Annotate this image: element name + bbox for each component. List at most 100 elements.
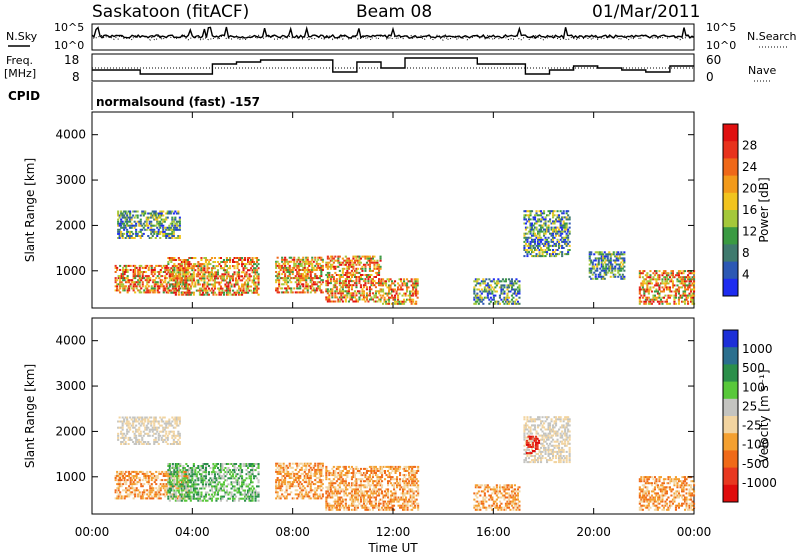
echo-cell — [224, 273, 226, 275]
echo-cell — [295, 275, 297, 277]
echo-cell — [119, 279, 121, 281]
echo-cell — [177, 431, 179, 433]
echo-cell — [175, 494, 177, 496]
echo-cell — [123, 419, 125, 421]
echo-cell — [115, 479, 117, 481]
echo-cell — [322, 291, 324, 293]
echo-cell — [131, 223, 133, 225]
echo-cell — [127, 275, 129, 277]
echo-cell — [391, 280, 393, 282]
echo-cell — [299, 287, 301, 289]
echo-cell — [493, 280, 495, 282]
echo-cell — [622, 268, 624, 270]
echo-cell — [649, 274, 651, 276]
echo-cell — [479, 282, 481, 284]
echo-cell — [316, 261, 318, 263]
echo-cell — [205, 494, 207, 496]
echo-cell — [164, 271, 166, 273]
echo-cell — [165, 441, 167, 443]
echo-cell — [173, 443, 175, 445]
echo-cell — [211, 473, 213, 475]
echo-cell — [119, 291, 121, 293]
echo-cell — [607, 272, 609, 274]
echo-cell — [563, 220, 565, 222]
echo-cell — [536, 212, 538, 214]
echo-cell — [197, 261, 199, 263]
echo-cell — [690, 280, 692, 282]
echo-cell — [159, 237, 161, 239]
echo-cell — [281, 273, 283, 275]
echo-cell — [209, 263, 211, 265]
echo-cell — [169, 275, 171, 277]
echo-cell — [179, 443, 181, 445]
echo-cell — [569, 241, 571, 243]
echo-cell — [545, 237, 547, 239]
echo-cell — [511, 286, 513, 288]
echo-cell — [205, 261, 207, 263]
echo-cell — [197, 465, 199, 467]
echo-cell — [155, 437, 157, 439]
echo-cell — [645, 303, 647, 305]
echo-cell — [534, 216, 536, 218]
echo-cell — [226, 479, 228, 481]
echo-cell — [342, 262, 344, 264]
echo-cell — [364, 268, 366, 270]
echo-cell — [378, 278, 380, 280]
echo-cell — [308, 265, 310, 267]
echo-cell — [134, 221, 136, 223]
colorbar-swatch — [723, 279, 738, 297]
echo-cell — [599, 274, 601, 276]
echo-cell — [161, 223, 163, 225]
echo-cell — [227, 286, 229, 288]
echo-cell — [231, 471, 233, 473]
echo-cell — [151, 475, 153, 477]
echo-cell — [161, 279, 163, 281]
echo-cell — [525, 223, 527, 225]
echo-cell — [152, 489, 154, 491]
echo-cell — [476, 301, 478, 303]
echo-cell — [669, 286, 671, 288]
echo-cell — [151, 491, 153, 493]
echo-cell — [161, 425, 163, 427]
echo-cell — [191, 282, 193, 284]
echo-cell — [125, 481, 127, 483]
echo-cell — [411, 280, 413, 282]
echo-cell — [165, 219, 167, 221]
echo-cell — [244, 479, 246, 481]
echo-cell — [593, 268, 595, 270]
echo-cell — [203, 263, 205, 265]
echo-cell — [130, 269, 132, 271]
echo-cell — [209, 290, 211, 292]
echo-cell — [340, 294, 342, 296]
echo-cell — [152, 275, 154, 277]
echo-cell — [283, 463, 285, 465]
echo-cell — [604, 251, 606, 253]
echo-cell — [346, 270, 348, 272]
echo-cell — [246, 483, 248, 485]
echo-cell — [372, 270, 374, 272]
echo-cell — [179, 485, 181, 487]
echo-cell — [179, 229, 181, 231]
echo-cell — [334, 284, 336, 286]
echo-cell — [235, 277, 237, 279]
echo-cell — [220, 500, 222, 502]
echo-cell — [214, 481, 216, 483]
echo-cell — [658, 270, 660, 272]
echo-cell — [526, 249, 528, 251]
echo-cell — [235, 294, 237, 296]
echo-cell — [313, 267, 315, 269]
echo-cell — [319, 263, 321, 265]
echo-cell — [298, 471, 300, 473]
echo-cell — [221, 290, 223, 292]
echo-cell — [166, 493, 168, 495]
echo-cell — [145, 479, 147, 481]
echo-cell — [160, 265, 162, 267]
echo-cell — [287, 277, 289, 279]
echo-cell — [140, 221, 142, 223]
echo-cell — [127, 291, 129, 293]
echo-cell — [658, 297, 660, 299]
echo-cell — [205, 469, 207, 471]
echo-cell — [689, 282, 691, 284]
echo-cell — [167, 292, 169, 294]
